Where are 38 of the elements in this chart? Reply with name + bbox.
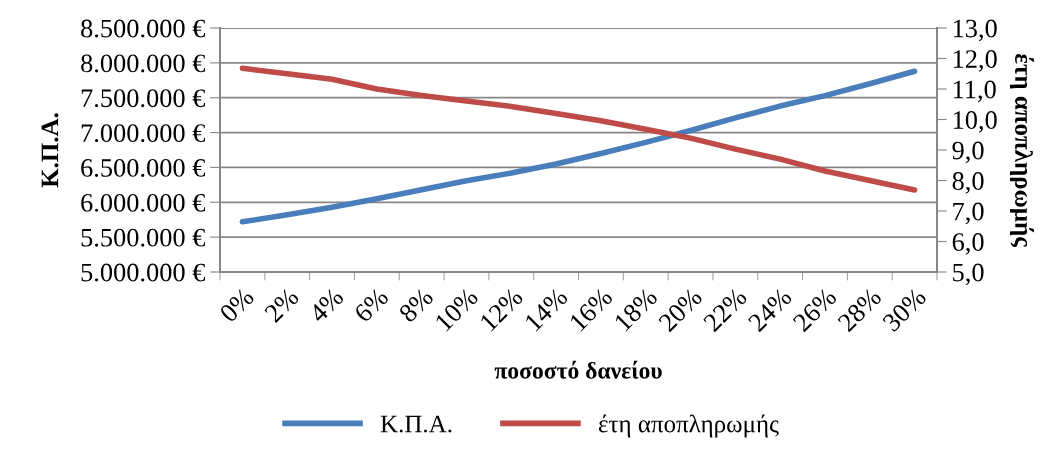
y2-tick-label: 12,0 [953,50,997,72]
y-tick-label: 8.000.000 € [81,54,206,73]
y2-tick-label: 13,0 [953,19,997,42]
x-tick-label: 28% [836,287,883,333]
y-tick-label: 7.500.000 € [81,89,206,108]
y2-tick-label: 11,0 [953,80,996,103]
x-tick-label: 26% [792,287,838,333]
legend-label: Κ.Π.Α. [380,415,452,433]
y2-axis-title: έτη αποπληρωμής [1009,53,1034,248]
x-tick-label: 2% [263,287,300,324]
y-tick-label: 5.500.000 € [81,228,206,247]
x-tick-label: 24% [747,287,793,333]
y2-tick-label: 10,0 [953,111,997,133]
x-tick-label: 14% [524,287,569,332]
x-tick-label: 22% [702,287,748,333]
y-tick-label: 6.000.000 € [81,193,206,212]
y-tick-label: 7.000.000 € [81,124,206,143]
x-tick-label: 10% [434,287,480,332]
y2-tick-label: 6,0 [952,233,984,255]
x-tick-label: 4% [308,287,345,324]
y-tick-label: 8.500.000 € [81,19,206,38]
y-axis-title: Κ.Π.Α. [41,113,59,188]
x-tick-label: 8% [398,287,435,324]
x-tick-label: 18% [613,287,659,332]
x-tick-label: 6% [353,287,390,324]
x-tick-label: 16% [568,287,614,332]
x-tick-label: 30% [881,287,928,333]
y-tick-label: 6.500.000 € [81,159,206,177]
x-tick-label: 12% [479,287,524,332]
y2-tick-label: 8,0 [952,172,984,194]
y-tick-label: 5.000.000 € [81,263,206,282]
y2-tick-label: 5,0 [953,263,984,286]
x-tick-label: 20% [657,287,704,333]
x-axis-title: ποσοστό δανείου [494,360,662,379]
x-tick-label: 0% [218,287,255,324]
legend-label: έτη αποπληρωμής [598,414,779,438]
y2-tick-label: 7,0 [953,202,984,225]
y2-tick-label: 9,0 [952,141,984,164]
